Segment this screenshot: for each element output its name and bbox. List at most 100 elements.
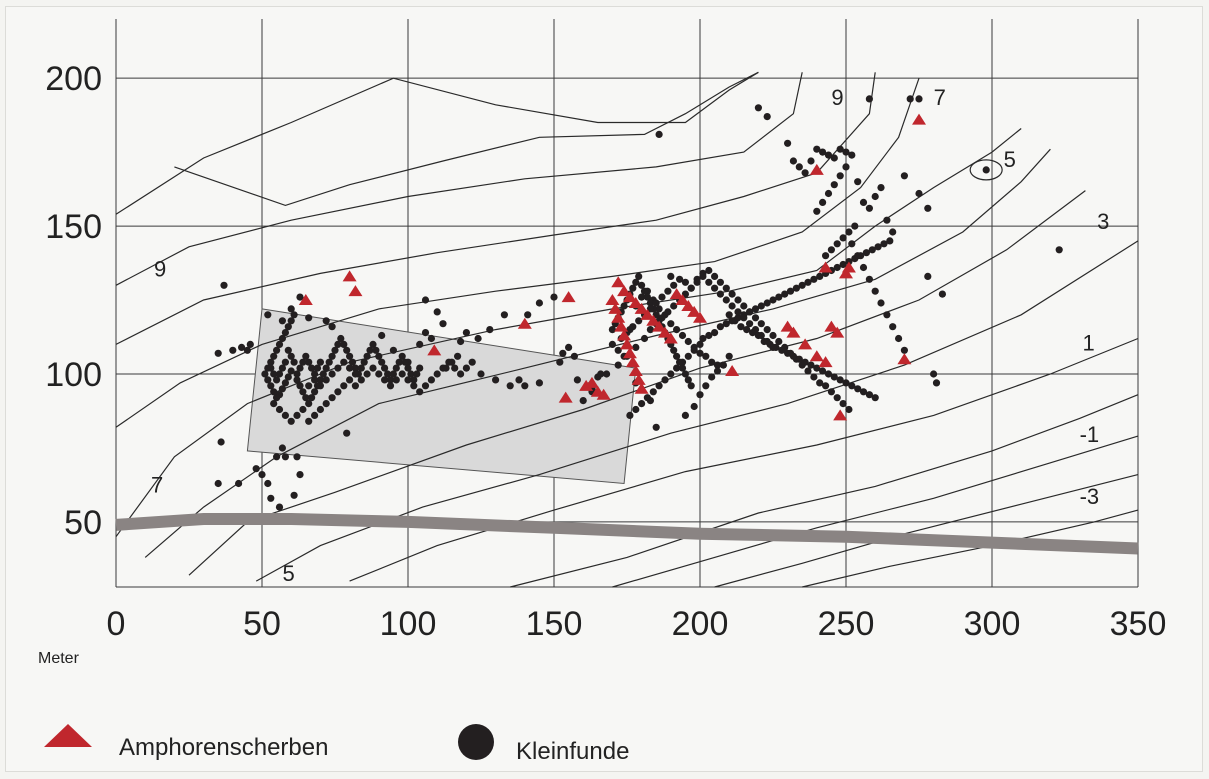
small-find-point [751, 314, 760, 322]
small-find-point [363, 370, 371, 378]
small-find-point [386, 376, 395, 384]
small-find-point [322, 317, 330, 325]
amphora-find-marker [687, 305, 702, 317]
amphora-find-marker [622, 291, 637, 303]
small-find-point [614, 361, 622, 369]
small-find-point [439, 320, 447, 328]
small-find-point [296, 293, 304, 301]
small-find-point [652, 299, 660, 307]
small-find-point [322, 376, 330, 384]
amphora-find-marker [611, 276, 626, 288]
small-find-point [801, 169, 809, 177]
amphora-find-marker [809, 163, 824, 175]
small-find-point [824, 151, 833, 159]
small-find-point [632, 343, 640, 351]
contour-label: 9 [154, 256, 166, 281]
small-find-point [792, 284, 801, 292]
small-find-point [281, 358, 289, 366]
small-find-point [664, 287, 672, 295]
small-find-point [305, 400, 313, 408]
small-find-point [284, 373, 292, 381]
contour-label: -3 [1080, 484, 1100, 509]
amphora-find-marker [628, 297, 643, 308]
small-find-point [705, 278, 713, 286]
small-find-point [763, 113, 771, 121]
small-find-point [754, 104, 763, 112]
small-find-point [220, 281, 228, 289]
small-find-point [316, 382, 324, 390]
small-find-point [439, 364, 447, 372]
contour-line [115, 72, 803, 286]
small-find-point [842, 163, 850, 171]
small-find-point [433, 308, 441, 316]
small-find-point [839, 234, 847, 242]
amphora-find-marker [669, 288, 684, 300]
small-find-point [384, 370, 392, 378]
small-find-point [515, 376, 523, 384]
small-find-point [690, 346, 698, 354]
small-find-point [351, 364, 359, 372]
small-find-point [281, 411, 289, 419]
legend: Amphorenscherben Kleinfunde [44, 724, 629, 765]
small-find-point [416, 340, 424, 348]
small-find-point [713, 367, 722, 375]
small-find-point [865, 275, 874, 283]
axis-ticks: 0 50 100 150 200 250 300 350 50 100 150 200 [45, 60, 1166, 643]
small-find-point [1055, 246, 1063, 254]
small-find-point [775, 293, 783, 301]
small-find-point [877, 184, 885, 192]
small-find-point [296, 471, 304, 479]
small-find-point [369, 340, 377, 348]
small-find-point [836, 172, 844, 180]
map-canvas: 9 9 7 7 5 5 3 1 -1 -3 0 50 100 150 200 250 300 350 50 100 1… [38, 19, 1166, 765]
small-find-point [427, 334, 435, 343]
amphora-find-marker [558, 391, 573, 403]
small-finds-legend-symbol [458, 724, 494, 760]
small-find-point [243, 346, 251, 354]
small-find-point [859, 263, 868, 272]
small-find-point [833, 394, 841, 402]
small-find-point [328, 323, 336, 331]
small-find-point [322, 400, 330, 408]
small-find-point [629, 284, 637, 292]
small-find-point [655, 130, 663, 138]
small-find-point [728, 290, 736, 298]
small-find-point [421, 329, 430, 337]
small-find-point [340, 340, 348, 348]
small-find-point [865, 95, 874, 103]
amphora-find-marker [298, 294, 313, 306]
small-find-point [278, 444, 286, 452]
small-find-point [214, 479, 222, 488]
small-find-point [786, 287, 795, 295]
small-find-point [296, 382, 304, 390]
small-find-point [375, 370, 383, 378]
contour-label: 5 [1004, 147, 1016, 172]
x-tick-label: 350 [1110, 605, 1167, 643]
small-find-point [287, 367, 295, 375]
small-find-point [614, 346, 622, 354]
contour-line [115, 78, 920, 428]
small-find-point [328, 370, 336, 378]
small-find-point [711, 284, 719, 292]
small-find-point [389, 370, 397, 378]
small-find-point [378, 358, 386, 366]
small-find-point [270, 370, 278, 378]
small-find-point [889, 228, 897, 236]
small-find-point [235, 479, 243, 488]
small-find-point [930, 370, 938, 378]
small-find-point [331, 346, 339, 354]
contour-line [510, 394, 1139, 588]
small-find-point [722, 296, 730, 304]
amphora-find-marker [625, 356, 640, 368]
contour-line [115, 128, 1022, 538]
small-find-point [842, 379, 850, 387]
small-find-point [687, 284, 695, 292]
small-find-point [833, 240, 841, 248]
small-find-point [524, 311, 532, 319]
small-find-point [398, 352, 406, 360]
small-find-point [678, 331, 687, 340]
small-find-point [389, 346, 397, 354]
small-find-point [325, 358, 333, 366]
small-find-point [410, 382, 418, 390]
amphora-find-marker [652, 320, 667, 332]
